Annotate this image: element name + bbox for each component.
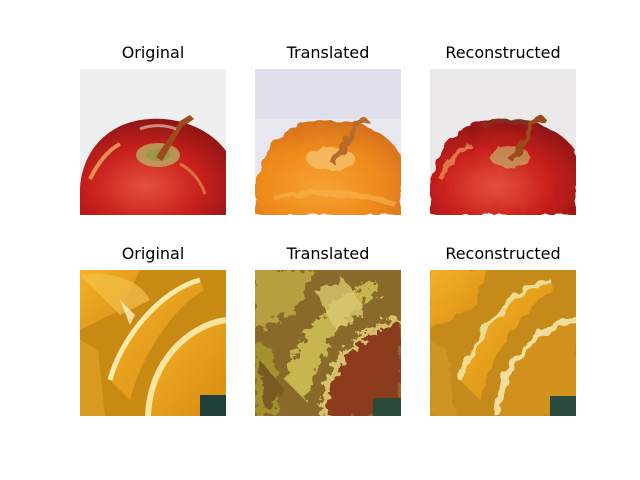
orange-original-image bbox=[80, 270, 226, 416]
panel-title: Original bbox=[121, 43, 185, 62]
panel-title: Translated bbox=[286, 43, 370, 62]
panel-title: Reconstructed bbox=[445, 43, 561, 62]
panel-title: Translated bbox=[286, 244, 370, 263]
apple-reconstructed-image bbox=[430, 69, 576, 215]
orange-reconstructed-image bbox=[430, 270, 576, 416]
orange-translated-image bbox=[255, 270, 401, 416]
apple-original-image bbox=[80, 69, 226, 215]
apple-translated-image bbox=[255, 69, 401, 215]
panel-title: Original bbox=[121, 244, 185, 263]
panel-title: Reconstructed bbox=[445, 244, 561, 263]
